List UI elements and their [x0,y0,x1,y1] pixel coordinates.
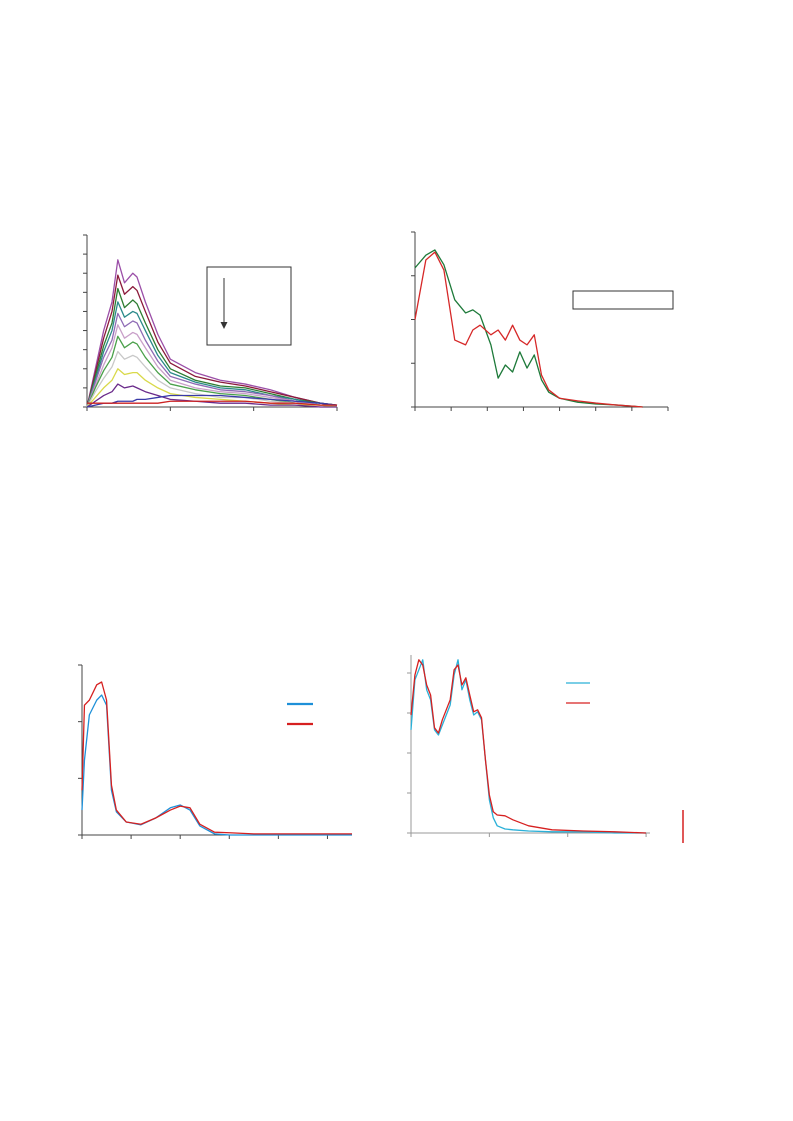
series-line [410,659,647,834]
series-line [86,324,337,408]
series-line [86,259,338,408]
series-line [414,251,643,408]
series-line [86,301,337,408]
series-line [81,694,352,836]
legend-box [572,290,674,310]
legend-box [206,266,292,346]
series-line [86,312,337,408]
arrow-head [220,322,228,329]
series-line [86,383,337,408]
series-line [414,249,643,408]
series-line [86,350,338,408]
series-line [410,659,647,834]
series-line [86,287,338,408]
series-line [81,681,352,835]
series-line [86,274,338,408]
series-line [87,400,337,406]
